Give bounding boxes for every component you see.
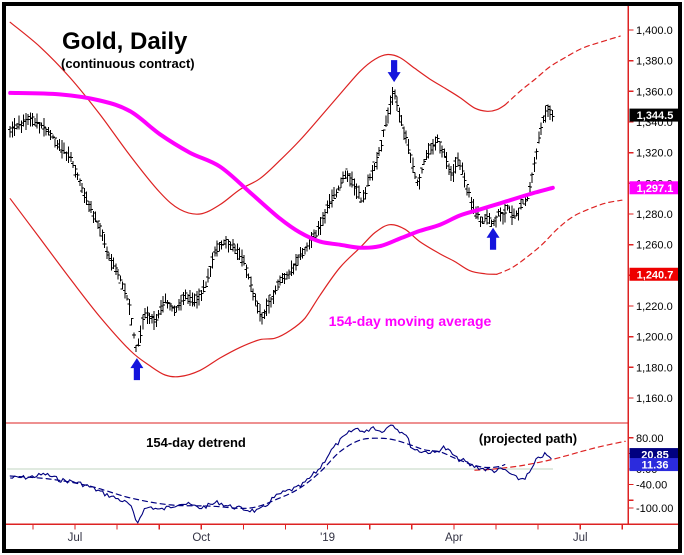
ma-line [8,90,555,250]
lower-band-value-box: 1,240.7 [629,267,681,281]
lower-band-value-box-bg [629,267,681,281]
chart-title: Gold, Daily [62,28,188,55]
last-price-box-text: 1,344.5 [637,110,674,122]
lower-band-value-box-text: 1,240.7 [637,269,674,281]
price-axis-label: 1,160.0 [636,393,673,405]
price-axis-label: 1,280.0 [636,209,673,221]
detrend-value-box-bg [629,448,681,462]
detrend-axis-label: -40.00 [636,480,667,492]
detrend-projected-line [474,440,626,471]
up-arrow-icon [486,227,500,250]
last-price-box: 1,344.5 [629,108,681,122]
detrend-smoothed-value-box-bg [629,458,681,472]
price-axis-label: 1,200.0 [636,332,673,344]
ma-annotation: 154-day moving average [329,313,492,329]
ma-value-box-bg [629,181,681,195]
last-price-box-bg [629,108,681,122]
price-axis-label: 1,400.0 [636,25,673,37]
upper-band-projected-line [504,35,621,106]
detrend-axis-label: 80.00 [636,433,664,445]
ma-value-box: 1,297.1 [629,181,681,195]
chart-subtitle: (continuous contract) [61,56,195,71]
price-axis-label: 1,220.0 [636,301,673,313]
projected-path-annotation: (projected path) [479,431,577,446]
price-axis-label: 1,180.0 [636,362,673,374]
lower-band-projected-line [496,199,623,275]
up-arrow-icon [130,358,144,381]
month-label: Jul [573,532,588,544]
chart-generated-layer: Jul Oct '19 Apr Jul 1,400.0 1,380.0 1,360.0 1,34… [6,6,681,544]
down-arrow-icon [387,60,401,83]
price-axis-label: 1,260.0 [636,240,673,252]
month-label: Oct [192,532,211,544]
price-axis-label: 1,380.0 [636,56,673,68]
price-axis-label: 1,360.0 [636,86,673,98]
month-label: Apr [445,532,463,544]
price-axis-label: 1,320.0 [636,148,673,160]
ma-value-box-text: 1,297.1 [637,183,674,195]
detrend-annotation: 154-day detrend [146,435,246,450]
detrend-line [10,424,552,524]
month-label: '19 [320,532,335,544]
detrend-smoothed-line [9,437,506,509]
lower-band-line [9,198,498,378]
month-label: Jul [68,532,83,544]
upper-band-line [9,21,506,215]
chart-annotations: Gold, Daily (continuous contract) 154-da… [61,28,577,450]
detrend-smoothed-value-box-text: 11.36 [642,460,669,472]
detrend-axis-label: -100.00 [636,503,673,515]
detrend-smoothed-value-box: 11.36 [629,458,681,472]
